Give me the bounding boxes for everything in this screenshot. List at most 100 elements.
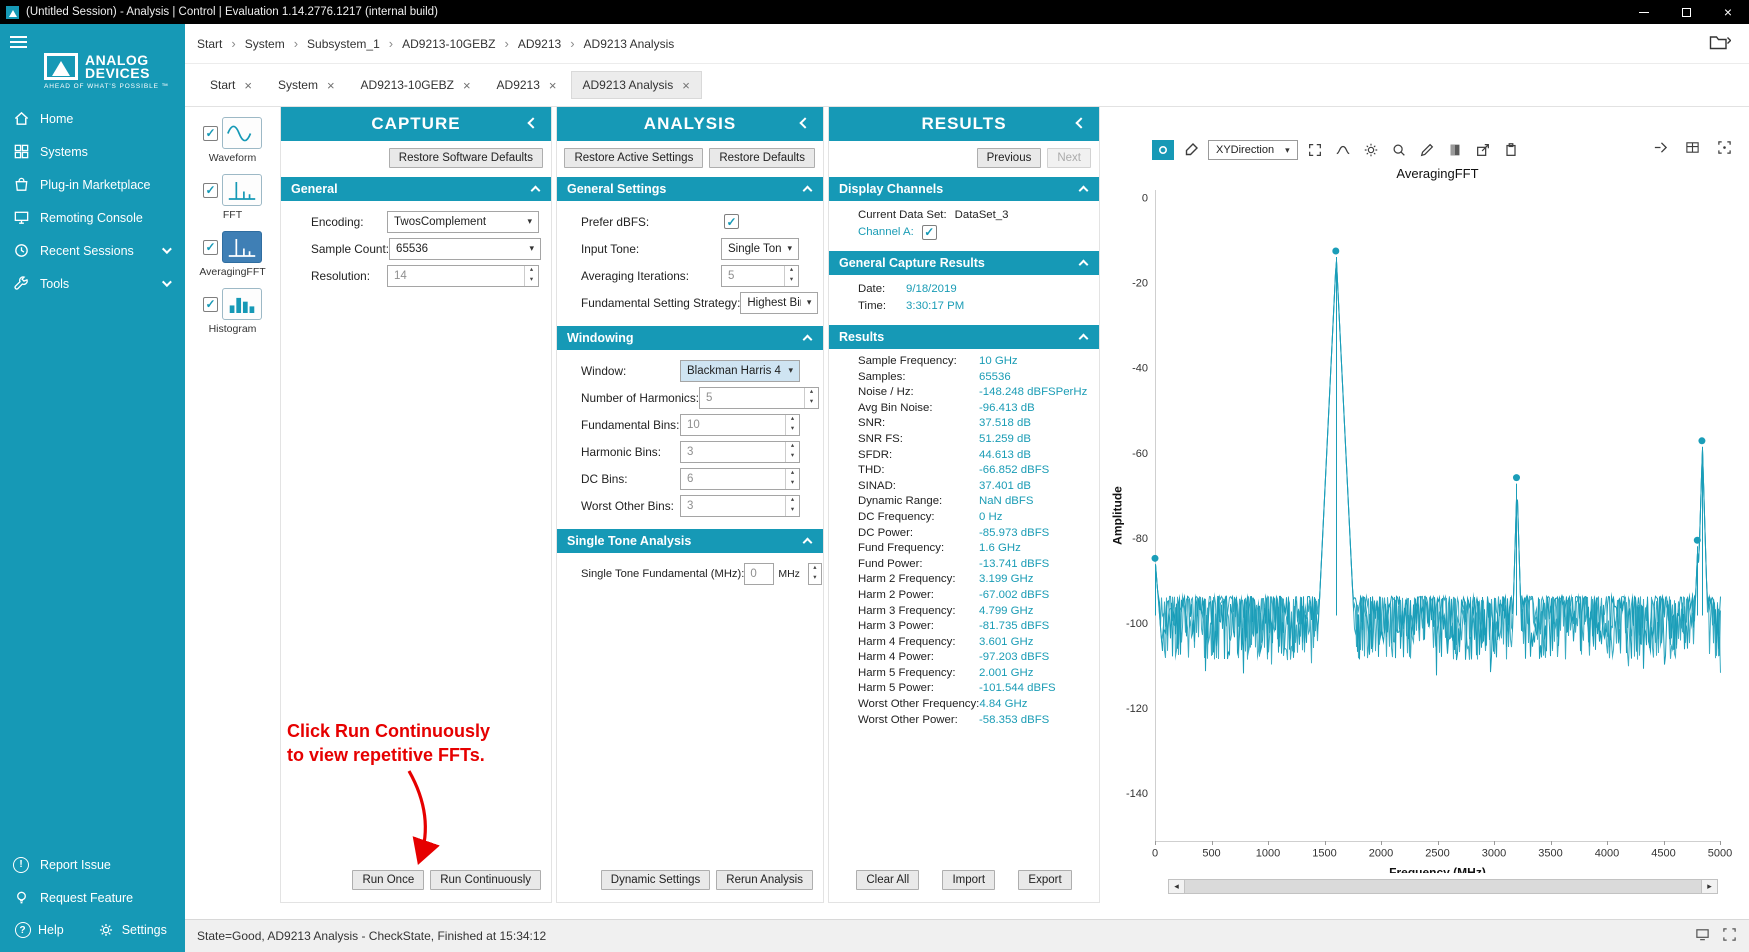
breadcrumb-item-ad9213-analysis[interactable]: AD9213 Analysis	[583, 36, 675, 51]
histogram-icon[interactable]	[222, 288, 262, 320]
spinner-arrows[interactable]: ▴ ▾	[785, 414, 799, 435]
import-button[interactable]: Import	[942, 870, 996, 890]
restore-active-settings-button[interactable]: Restore Active Settings	[564, 148, 704, 168]
plot-selector-item-waveform[interactable]: ✓ Waveform	[203, 117, 262, 164]
spinner-arrows[interactable]: ▴ ▾	[785, 468, 799, 489]
paintbrush-tool-button[interactable]	[1180, 140, 1202, 160]
maximize-button[interactable]	[1665, 0, 1707, 24]
clear-all-button[interactable]: Clear All	[856, 870, 920, 890]
menu-toggle-button[interactable]	[0, 24, 185, 51]
waveform-icon[interactable]	[222, 117, 262, 149]
close-tab-icon[interactable]: ×	[326, 77, 335, 93]
zoom-fit-icon[interactable]	[1713, 137, 1735, 157]
general-capture-results-section[interactable]: General Capture Results	[829, 251, 1099, 275]
annotate-icon[interactable]	[1416, 140, 1438, 160]
tab-ad9213-analysis[interactable]: AD9213 Analysis ×	[570, 71, 702, 99]
restore-software-defaults-button[interactable]: Restore Software Defaults	[388, 148, 543, 168]
collapse-analysis-icon[interactable]	[799, 117, 811, 129]
fft-icon[interactable]	[222, 174, 262, 206]
averagingfft-icon[interactable]	[222, 231, 262, 263]
copy-chart-icon[interactable]	[1500, 140, 1522, 160]
close-tab-icon[interactable]: ×	[244, 77, 252, 93]
previous-button[interactable]: Previous	[976, 148, 1042, 168]
status-expand-icon[interactable]	[1722, 927, 1737, 945]
breadcrumb-item-start[interactable]: Start	[197, 36, 223, 51]
chart-scrollbar[interactable]: ◂ ▸	[1168, 879, 1718, 894]
tab-ad9213-10gebz[interactable]: AD9213-10GEBZ ×	[350, 72, 482, 98]
fft-plot-canvas[interactable]	[1104, 183, 1749, 873]
signal-icon[interactable]	[1332, 140, 1354, 160]
export-button[interactable]: Export	[1018, 870, 1072, 890]
close-tab-icon[interactable]: ×	[462, 77, 471, 93]
collapse-results-icon[interactable]	[1075, 117, 1087, 129]
tab-system[interactable]: System ×	[267, 72, 346, 98]
breadcrumb-item-ad9213[interactable]: AD9213	[517, 36, 562, 51]
prefer-dbfs-checkbox[interactable]: ✓	[724, 214, 739, 229]
general-settings-section[interactable]: General Settings	[557, 177, 823, 201]
status-window-icon[interactable]	[1695, 927, 1710, 945]
sidebar-item-tools[interactable]: Tools	[0, 267, 185, 300]
cursor-tool-button[interactable]	[1152, 140, 1174, 160]
breadcrumb-item-system[interactable]: System	[244, 36, 285, 51]
plot-selector-item-fft[interactable]: ✓ FFT	[203, 174, 262, 221]
restore-defaults-button[interactable]: Restore Defaults	[709, 148, 815, 168]
input-tone-select[interactable]: Single Tone ▾	[721, 237, 799, 260]
close-tab-icon[interactable]: ×	[682, 77, 690, 93]
dock-panel-icon[interactable]	[1649, 137, 1671, 157]
plot-enable-checkbox[interactable]: ✓	[203, 296, 218, 312]
expand-icon[interactable]	[1304, 140, 1326, 160]
plot-selector-item-averagingfft[interactable]: ✓ AveragingFFT	[199, 231, 266, 278]
breadcrumb-item-ad9213-10gebz[interactable]: AD9213-10GEBZ	[402, 36, 496, 51]
sidebar-item-report-issue[interactable]: ! Report Issue	[0, 848, 185, 881]
fundamental-strategy-select[interactable]: Highest Bin ▾	[740, 291, 819, 314]
channel-a-checkbox[interactable]: ✓	[921, 225, 937, 240]
xy-direction-button[interactable]: XYDirection ▾	[1208, 140, 1298, 160]
sidebar-item-systems[interactable]: Systems	[0, 135, 185, 168]
run-continuously-button[interactable]: Run Continuously	[430, 870, 541, 890]
sidebar-item-request-feature[interactable]: Request Feature	[0, 881, 185, 914]
rerun-analysis-button[interactable]: Rerun Analysis	[716, 870, 813, 890]
sample-count-select[interactable]: 65536 ▾	[389, 237, 542, 260]
file-browser-icon[interactable]	[1709, 33, 1732, 54]
results-section[interactable]: Results	[829, 325, 1099, 349]
plot-selector-item-histogram[interactable]: ✓ Histogram	[203, 288, 262, 335]
single-tone-analysis-section[interactable]: Single Tone Analysis	[557, 529, 823, 553]
scroll-right-icon[interactable]: ▸	[1707, 881, 1712, 891]
spinner-arrows[interactable]: ▴ ▾	[804, 387, 818, 408]
zoom-icon[interactable]	[1388, 140, 1410, 160]
worst-other-bins-stepper[interactable]: 3 ▴ ▾	[680, 494, 800, 517]
scrollbar-thumb[interactable]	[1184, 880, 1702, 893]
spinner-arrows[interactable]: ▴ ▾	[807, 562, 822, 585]
plot-enable-checkbox[interactable]: ✓	[203, 182, 218, 198]
encoding-select[interactable]: TwosComplement ▾	[387, 210, 539, 233]
sidebar-item-remoting-console[interactable]: Remoting Console	[0, 201, 185, 234]
table-view-icon[interactable]	[1681, 137, 1703, 157]
num-harmonics-stepper[interactable]: 5 ▴ ▾	[699, 386, 820, 409]
dc-bins-stepper[interactable]: 6 ▴ ▾	[680, 467, 800, 490]
breadcrumb-item-subsystem-1[interactable]: Subsystem_1	[307, 36, 380, 51]
spinner-arrows[interactable]: ▴ ▾	[785, 495, 799, 516]
close-button[interactable]: ×	[1707, 0, 1749, 24]
spinner-arrows[interactable]: ▴ ▾	[784, 265, 798, 286]
dynamic-settings-button[interactable]: Dynamic Settings	[600, 870, 711, 890]
capture-general-section[interactable]: General	[281, 177, 551, 201]
windowing-section[interactable]: Windowing	[557, 326, 823, 350]
harmonic-bins-stepper[interactable]: 3 ▴ ▾	[680, 440, 800, 463]
sidebar-item-home[interactable]: Home	[0, 102, 185, 135]
run-once-button[interactable]: Run Once	[352, 870, 425, 890]
spinner-arrows[interactable]: ▴ ▾	[785, 441, 799, 462]
single-tone-fundamental-input[interactable]: 0	[744, 562, 775, 585]
sidebar-item-plug-in-marketplace[interactable]: Plug-in Marketplace	[0, 168, 185, 201]
display-channels-section[interactable]: Display Channels	[829, 177, 1099, 201]
brightness-icon[interactable]	[1360, 140, 1382, 160]
tab-start[interactable]: Start ×	[199, 72, 263, 98]
minimize-button[interactable]	[1623, 0, 1665, 24]
window-select[interactable]: Blackman Harris 4 ▾	[680, 359, 800, 382]
export-chart-icon[interactable]	[1472, 140, 1494, 160]
plot-enable-checkbox[interactable]: ✓	[203, 239, 218, 255]
tab-ad9213[interactable]: AD9213 ×	[486, 72, 568, 98]
sidebar-item-settings[interactable]: Settings	[98, 922, 167, 939]
sidebar-item-help[interactable]: ? Help	[14, 922, 64, 939]
plot-enable-checkbox[interactable]: ✓	[203, 125, 218, 141]
scroll-left-icon[interactable]: ◂	[1174, 881, 1179, 891]
